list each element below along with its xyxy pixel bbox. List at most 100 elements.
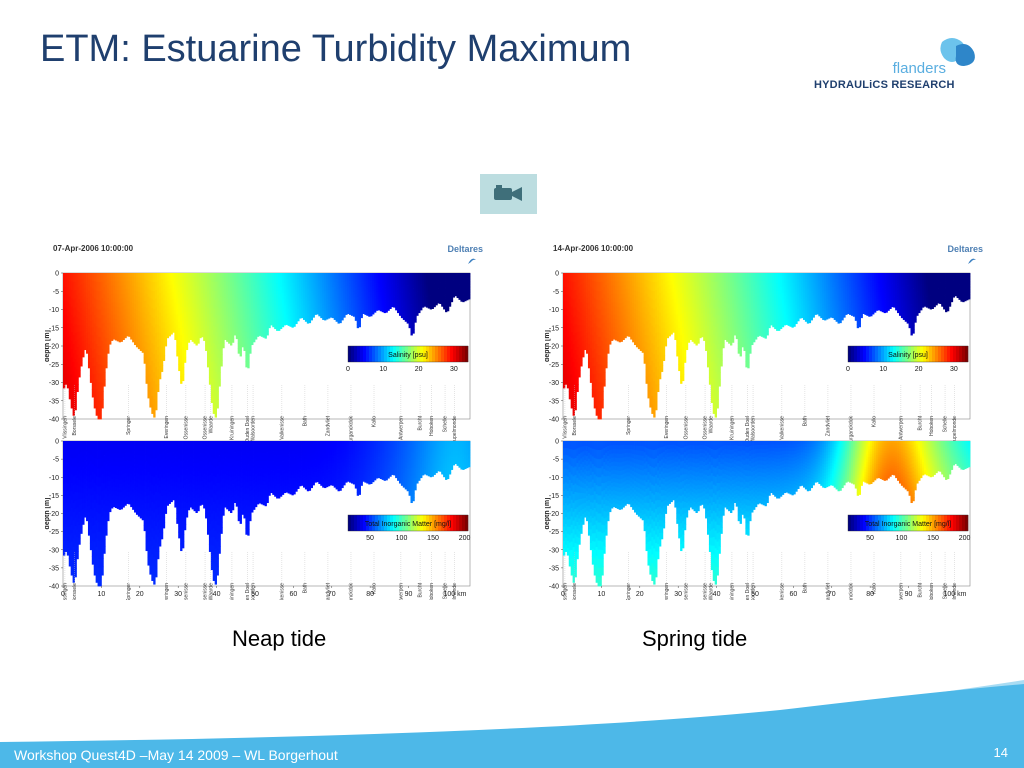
field-cell bbox=[306, 276, 310, 280]
field-cell bbox=[182, 279, 185, 287]
field-cell bbox=[283, 305, 287, 310]
field-cell bbox=[114, 319, 118, 324]
field-cell bbox=[448, 273, 452, 276]
field-cell bbox=[456, 273, 459, 275]
field-cell bbox=[191, 466, 194, 472]
field-cell bbox=[199, 473, 202, 478]
field-cell bbox=[160, 316, 164, 323]
field-cell bbox=[464, 273, 467, 276]
field-cell bbox=[395, 284, 398, 288]
field-cell bbox=[185, 441, 189, 447]
field-cell bbox=[212, 369, 216, 379]
field-cell bbox=[89, 495, 93, 503]
field-cell bbox=[283, 321, 287, 326]
field-cell bbox=[414, 313, 417, 317]
field-cell bbox=[216, 457, 219, 467]
field-cell bbox=[132, 285, 135, 291]
field-cell bbox=[274, 314, 277, 319]
field-cell bbox=[183, 323, 187, 330]
field-cell bbox=[185, 512, 189, 518]
field-cell bbox=[74, 315, 77, 325]
field-cell bbox=[354, 314, 358, 318]
field-cell bbox=[310, 281, 313, 286]
field-cell bbox=[349, 283, 352, 287]
field-cell bbox=[135, 305, 139, 311]
field-cell bbox=[205, 326, 208, 332]
field-cell bbox=[164, 459, 168, 465]
field-cell bbox=[362, 278, 365, 282]
field-cell bbox=[416, 291, 419, 295]
field-cell bbox=[166, 309, 169, 314]
field-cell bbox=[241, 273, 244, 279]
field-cell bbox=[233, 323, 237, 328]
field-cell bbox=[220, 469, 223, 477]
field-cell bbox=[377, 300, 381, 304]
field-cell bbox=[400, 275, 404, 279]
field-cell bbox=[191, 290, 194, 295]
field-cell bbox=[347, 303, 350, 307]
field-cell bbox=[64, 523, 68, 532]
field-cell bbox=[89, 454, 93, 462]
field-cell bbox=[130, 335, 133, 340]
field-cell bbox=[164, 277, 168, 283]
field-cell bbox=[70, 399, 73, 409]
field-cell bbox=[331, 281, 335, 285]
field-cell bbox=[326, 284, 329, 288]
field-cell bbox=[116, 328, 120, 333]
field-cell bbox=[210, 297, 214, 306]
field-cell bbox=[397, 310, 400, 314]
video-play-button[interactable] bbox=[480, 174, 537, 214]
field-cell bbox=[410, 311, 413, 317]
field-cell bbox=[297, 314, 300, 319]
field-cell bbox=[235, 297, 239, 303]
field-cell bbox=[327, 273, 331, 277]
field-cell bbox=[333, 278, 337, 283]
field-cell bbox=[228, 467, 231, 472]
field-cell bbox=[339, 297, 342, 302]
field-cell bbox=[245, 273, 248, 280]
field-cell bbox=[166, 313, 169, 318]
field-cell bbox=[157, 324, 160, 333]
field-cell bbox=[287, 312, 290, 317]
field-cell bbox=[160, 340, 164, 348]
field-cell bbox=[187, 286, 191, 291]
field-cell bbox=[206, 319, 210, 327]
field-cell bbox=[433, 291, 436, 295]
field-cell bbox=[439, 301, 442, 304]
field-cell bbox=[143, 519, 146, 526]
field-cell bbox=[195, 476, 198, 482]
field-cell bbox=[212, 290, 216, 300]
field-cell bbox=[157, 544, 160, 552]
field-cell bbox=[454, 273, 457, 275]
field-cell bbox=[99, 558, 102, 569]
field-cell bbox=[78, 518, 81, 526]
field-cell bbox=[326, 296, 329, 300]
field-cell bbox=[253, 307, 256, 313]
field-cell bbox=[216, 466, 219, 475]
field-cell bbox=[235, 441, 239, 446]
field-cell bbox=[72, 476, 75, 486]
field-cell bbox=[166, 441, 169, 446]
field-cell bbox=[137, 287, 141, 293]
field-cell bbox=[132, 500, 135, 506]
field-cell bbox=[429, 295, 432, 299]
field-cell bbox=[258, 296, 262, 301]
field-cell bbox=[206, 464, 210, 471]
field-cell bbox=[189, 293, 193, 299]
field-cell bbox=[80, 469, 83, 477]
field-cell bbox=[400, 298, 404, 302]
field-cell bbox=[216, 499, 219, 509]
field-cell bbox=[145, 293, 148, 301]
field-cell bbox=[87, 511, 91, 518]
field-cell bbox=[458, 281, 461, 284]
field-cell bbox=[310, 275, 313, 280]
field-cell bbox=[362, 300, 365, 304]
field-cell bbox=[155, 281, 158, 291]
field-cell bbox=[425, 279, 429, 282]
field-cell bbox=[239, 487, 242, 493]
field-cell bbox=[287, 309, 290, 313]
field-cell bbox=[210, 329, 214, 339]
field-cell bbox=[299, 275, 302, 280]
field-cell bbox=[375, 289, 379, 293]
field-cell bbox=[251, 295, 254, 301]
